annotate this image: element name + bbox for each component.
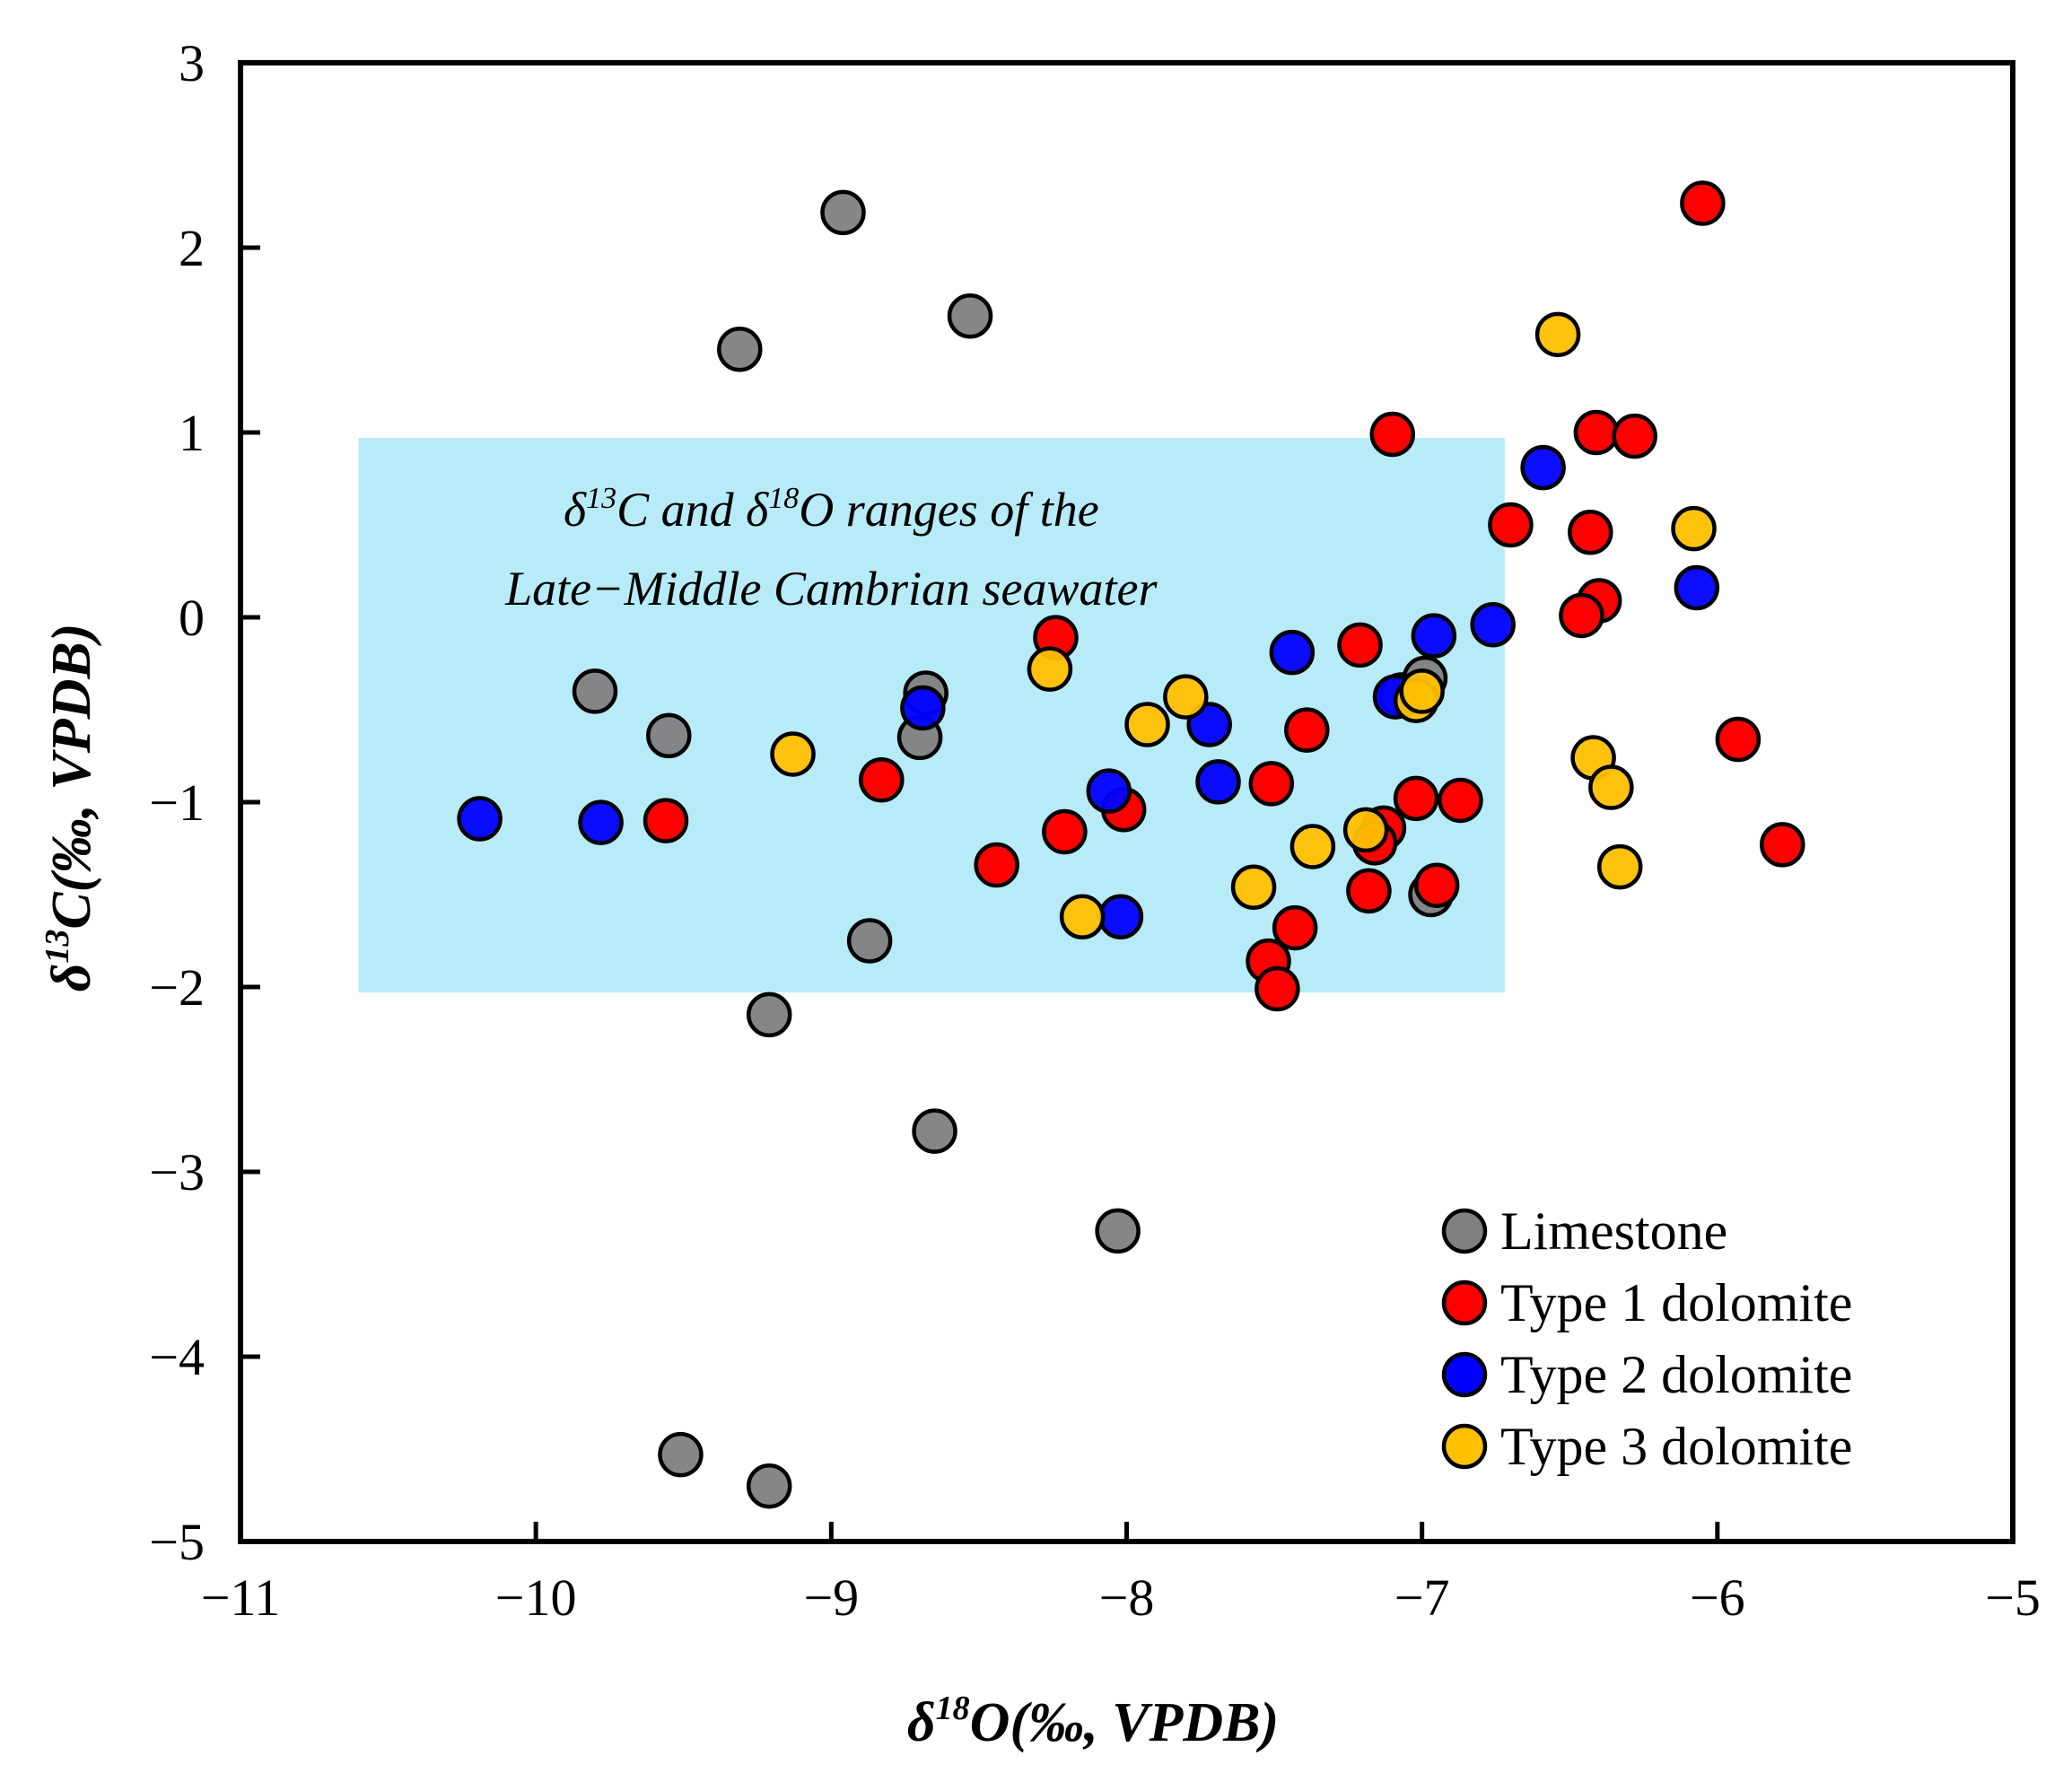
y-axis-title: δ13C(‰, VPDB)	[39, 624, 102, 992]
y-tick-label: −1	[149, 773, 205, 832]
point-type-1-dolomite-18	[1438, 777, 1483, 824]
point-type-1-dolomite-3	[1612, 413, 1657, 459]
point-type-2-dolomite-8	[1195, 759, 1241, 805]
x-tick-label: −7	[1394, 1568, 1450, 1627]
legend-label-limestone: Limestone	[1500, 1201, 1727, 1261]
point-limestone-11	[658, 1431, 704, 1478]
point-type-3-dolomite-10	[1290, 824, 1336, 869]
data-points-layer	[457, 180, 1805, 1509]
point-limestone-9	[912, 1108, 957, 1154]
point-type-1-dolomite-24	[1272, 904, 1318, 951]
point-type-3-dolomite-1	[1671, 505, 1717, 552]
point-type-1-dolomite-22	[1346, 868, 1392, 914]
point-limestone-0	[820, 189, 866, 236]
point-type-1-dolomite-26	[1255, 965, 1300, 1012]
point-type-3-dolomite-12	[1596, 843, 1643, 890]
y-tick-label: 3	[179, 34, 205, 92]
x-tick-label: −10	[495, 1568, 577, 1627]
point-type-2-dolomite-6	[900, 685, 946, 731]
point-type-2-dolomite-11	[578, 799, 624, 845]
point-limestone-3	[572, 668, 618, 714]
legend-marker-type-1-dolomite	[1441, 1280, 1488, 1326]
y-tick-label: −3	[149, 1143, 205, 1201]
point-type-1-dolomite-1	[1369, 411, 1415, 458]
point-limestone-10	[1095, 1208, 1141, 1254]
point-type-1-dolomite-21	[974, 842, 1019, 888]
y-tick-label: 1	[179, 404, 205, 462]
point-limestone-4	[646, 712, 692, 759]
x-tick-label: −11	[201, 1568, 281, 1627]
point-limestone-7	[846, 918, 893, 964]
point-type-3-dolomite-7	[770, 731, 816, 777]
point-type-1-dolomite-7	[1559, 592, 1604, 639]
x-tick-label: −8	[1099, 1568, 1155, 1627]
point-type-1-dolomite-23	[1413, 862, 1460, 908]
x-tick-label: −9	[803, 1568, 859, 1627]
legend-label-type-2-dolomite: Type 2 dolomite	[1500, 1345, 1852, 1404]
y-tick-label: −5	[149, 1513, 205, 1571]
point-type-3-dolomite-6	[1399, 668, 1445, 714]
point-type-1-dolomite-0	[1680, 180, 1726, 226]
point-type-1-dolomite-4	[1488, 502, 1534, 548]
point-type-2-dolomite-10	[457, 796, 503, 842]
annotation-line-2: Late−Middle Cambrian seawater	[504, 562, 1158, 616]
x-tick-label: −5	[1985, 1568, 2041, 1627]
legend-marker-type-3-dolomite	[1441, 1423, 1488, 1470]
y-tick-label: 0	[179, 589, 205, 647]
point-type-3-dolomite-4	[1124, 702, 1170, 747]
point-type-1-dolomite-9	[1337, 622, 1383, 668]
legend-marker-type-2-dolomite	[1441, 1351, 1488, 1398]
annotation-line-1: δ13C and δ18O ranges of the	[564, 482, 1099, 537]
point-type-1-dolomite-11	[1715, 716, 1762, 763]
point-limestone-12	[746, 1463, 792, 1509]
point-type-3-dolomite-11	[1342, 807, 1389, 853]
point-type-2-dolomite-2	[1470, 601, 1516, 648]
point-type-1-dolomite-12	[859, 757, 905, 803]
x-tick-label: −6	[1690, 1568, 1745, 1627]
y-tick-label: −2	[149, 958, 205, 1017]
point-type-3-dolomite-14	[1059, 894, 1106, 939]
y-tick-label: −4	[149, 1328, 205, 1386]
point-limestone-2	[947, 293, 993, 339]
seawater-range-annotation: δ13C and δ18O ranges of the Late−Middle …	[504, 482, 1158, 616]
legend: Limestone Type 1 dolomite Type 2 dolomite T…	[1441, 1201, 1852, 1476]
point-type-3-dolomite-9	[1588, 764, 1634, 810]
point-limestone-8	[746, 991, 792, 1038]
point-type-1-dolomite-27	[1760, 822, 1805, 868]
legend-marker-limestone	[1441, 1208, 1488, 1254]
point-type-3-dolomite-2	[1027, 646, 1073, 692]
point-type-2-dolomite-1	[1674, 564, 1720, 611]
point-type-1-dolomite-5	[1568, 509, 1613, 555]
point-type-1-dolomite-17	[1393, 775, 1439, 822]
y-tick-label: 2	[179, 219, 205, 277]
legend-label-type-3-dolomite: Type 3 dolomite	[1500, 1417, 1852, 1476]
point-type-2-dolomite-4	[1269, 629, 1316, 676]
x-axis-title: δ18O(‰, VPDB)	[907, 1690, 1279, 1753]
point-type-2-dolomite-12	[1097, 894, 1144, 939]
point-type-3-dolomite-3	[1163, 674, 1209, 720]
point-type-2-dolomite-3	[1411, 613, 1457, 659]
point-type-1-dolomite-10	[1284, 707, 1330, 753]
point-type-2-dolomite-0	[1520, 444, 1566, 491]
point-type-2-dolomite-9	[1086, 768, 1132, 814]
point-type-3-dolomite-0	[1534, 311, 1581, 358]
point-type-1-dolomite-16	[1248, 761, 1295, 807]
point-type-1-dolomite-2	[1573, 409, 1620, 456]
legend-label-type-1-dolomite: Type 1 dolomite	[1500, 1273, 1852, 1332]
point-type-1-dolomite-13	[643, 798, 689, 843]
point-type-1-dolomite-14	[1042, 808, 1088, 855]
point-type-3-dolomite-13	[1230, 864, 1277, 911]
point-limestone-1	[717, 327, 763, 372]
